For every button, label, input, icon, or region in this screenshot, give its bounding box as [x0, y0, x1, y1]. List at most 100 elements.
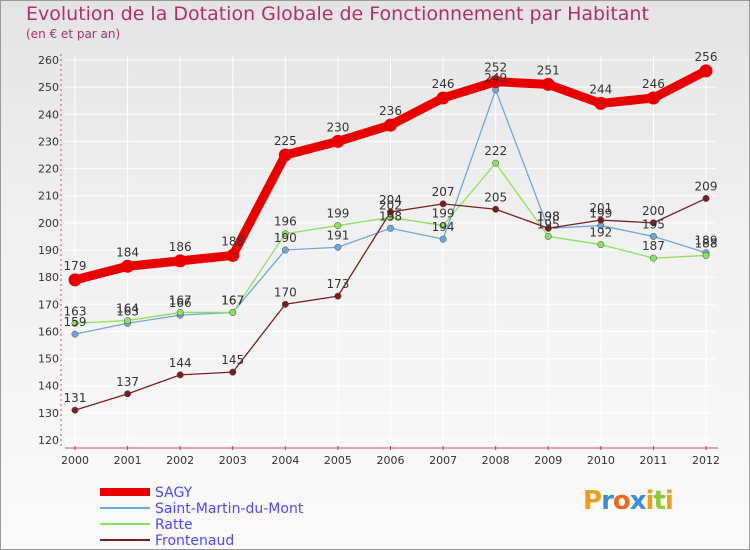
axes: 120 130 140 150 160 170 180 190 200 210 220 230 240 2… — [38, 54, 720, 467]
value-label-sagy: 252 — [484, 61, 507, 75]
logo-letter: i — [664, 486, 674, 516]
y-tick-label: 250 — [38, 81, 59, 94]
value-label-sagy: 256 — [695, 50, 718, 64]
value-label-saint-martin-du-mont: 159 — [64, 315, 87, 329]
legend-label: Saint-Martin-du-Mont — [155, 501, 304, 517]
value-label-ratte: 199 — [432, 207, 455, 221]
point-ratte — [176, 308, 184, 316]
x-tick-label: 2007 — [429, 454, 457, 467]
point-sagy — [541, 77, 555, 91]
y-tick-label: 210 — [38, 190, 59, 203]
x-tick-label: 2006 — [377, 454, 405, 467]
value-label-sagy: 236 — [379, 104, 402, 118]
value-label-frontenaud: 204 — [379, 193, 402, 207]
x-tick-label: 2010 — [587, 454, 615, 467]
point-sagy — [489, 75, 503, 89]
logo-letter: t — [653, 486, 665, 516]
point-frontenaud — [544, 224, 552, 232]
y-tick-label: 260 — [38, 54, 59, 67]
value-label-saint-martin-du-mont: 194 — [432, 220, 455, 234]
point-sagy — [173, 254, 187, 268]
point-ratte — [124, 317, 132, 325]
x-tick-label: 2004 — [271, 454, 299, 467]
y-tick-label: 240 — [38, 108, 59, 121]
y-tick-label: 220 — [38, 163, 59, 176]
proxiti-logo: Proxiti — [583, 486, 674, 516]
point-saint-martin-du-mont — [281, 246, 289, 254]
point-frontenaud — [176, 371, 184, 379]
value-label-frontenaud: 198 — [537, 209, 560, 223]
value-label-sagy: 246 — [432, 77, 455, 91]
y-tick-label: 230 — [38, 135, 59, 148]
point-ratte — [281, 230, 289, 238]
x-tick-label: 2005 — [324, 454, 352, 467]
value-label-sagy: 184 — [116, 245, 139, 259]
point-sagy — [646, 91, 660, 105]
grid-lines — [65, 56, 716, 446]
value-label-ratte: 196 — [274, 215, 297, 229]
point-saint-martin-du-mont — [334, 243, 342, 251]
value-label-ratte: 167 — [169, 293, 192, 307]
value-label-sagy: 246 — [642, 77, 665, 91]
point-frontenaud — [334, 292, 342, 300]
point-frontenaud — [597, 216, 605, 224]
logo-letter: o — [612, 486, 631, 516]
value-label-ratte: 164 — [116, 302, 139, 316]
point-saint-martin-du-mont — [71, 330, 79, 338]
point-sagy — [594, 96, 608, 110]
logo-letter: i — [645, 486, 655, 516]
legend-label: SAGY — [155, 485, 193, 501]
value-label-ratte: 163 — [64, 304, 87, 318]
point-frontenaud — [387, 208, 394, 216]
point-saint-martin-du-mont — [439, 235, 447, 243]
value-label-saint-martin-du-mont: 166 — [169, 296, 192, 310]
value-label-sagy: 230 — [326, 120, 349, 134]
value-label-frontenaud: 201 — [589, 201, 612, 215]
y-tick-label: 140 — [38, 380, 59, 393]
value-label-frontenaud: 144 — [169, 356, 192, 370]
value-label-frontenaud: 205 — [484, 190, 507, 204]
value-label-ratte: 188 — [695, 236, 718, 250]
point-frontenaud — [124, 390, 132, 398]
point-sagy — [331, 134, 345, 148]
point-ratte — [439, 222, 447, 230]
point-ratte — [71, 319, 79, 327]
x-tick-label: 2008 — [482, 454, 510, 467]
chart-subtitle: (en € et par an) — [26, 27, 121, 41]
legend-label: Ratte — [155, 517, 193, 533]
point-sagy — [384, 118, 397, 132]
y-tick-label: 200 — [38, 217, 59, 230]
point-ratte — [702, 251, 710, 259]
point-frontenaud — [702, 194, 710, 202]
chart-title: Evolution de la Dotation Globale de Fonc… — [26, 3, 649, 25]
value-label-saint-martin-du-mont: 199 — [589, 207, 612, 221]
point-sagy — [121, 259, 135, 273]
point-saint-martin-du-mont — [649, 232, 657, 240]
value-label-frontenaud: 137 — [116, 375, 139, 389]
point-frontenaud — [71, 406, 79, 414]
value-label-sagy: 186 — [169, 240, 192, 254]
value-label-frontenaud: 207 — [432, 185, 455, 199]
point-ratte — [649, 254, 657, 262]
value-label-frontenaud: 131 — [64, 391, 87, 405]
point-sagy — [699, 64, 713, 78]
value-label-saint-martin-du-mont: 189 — [695, 234, 718, 248]
value-label-frontenaud: 200 — [642, 204, 665, 218]
point-ratte — [544, 232, 552, 240]
point-ratte — [229, 308, 237, 316]
value-label-saint-martin-du-mont: 163 — [116, 304, 139, 318]
logo-letter: x — [629, 486, 647, 516]
x-tick-label: 2009 — [534, 454, 562, 467]
value-label-frontenaud: 209 — [695, 179, 718, 193]
value-label-saint-martin-du-mont: 167 — [221, 293, 244, 307]
value-label-ratte: 199 — [326, 207, 349, 221]
value-label-saint-martin-du-mont: 249 — [484, 71, 507, 85]
point-saint-martin-du-mont — [387, 224, 394, 232]
point-frontenaud — [229, 368, 237, 376]
series-points — [68, 64, 713, 414]
x-tick-label: 2000 — [61, 454, 89, 467]
point-ratte — [334, 222, 342, 230]
x-tick-label: 2003 — [219, 454, 247, 467]
